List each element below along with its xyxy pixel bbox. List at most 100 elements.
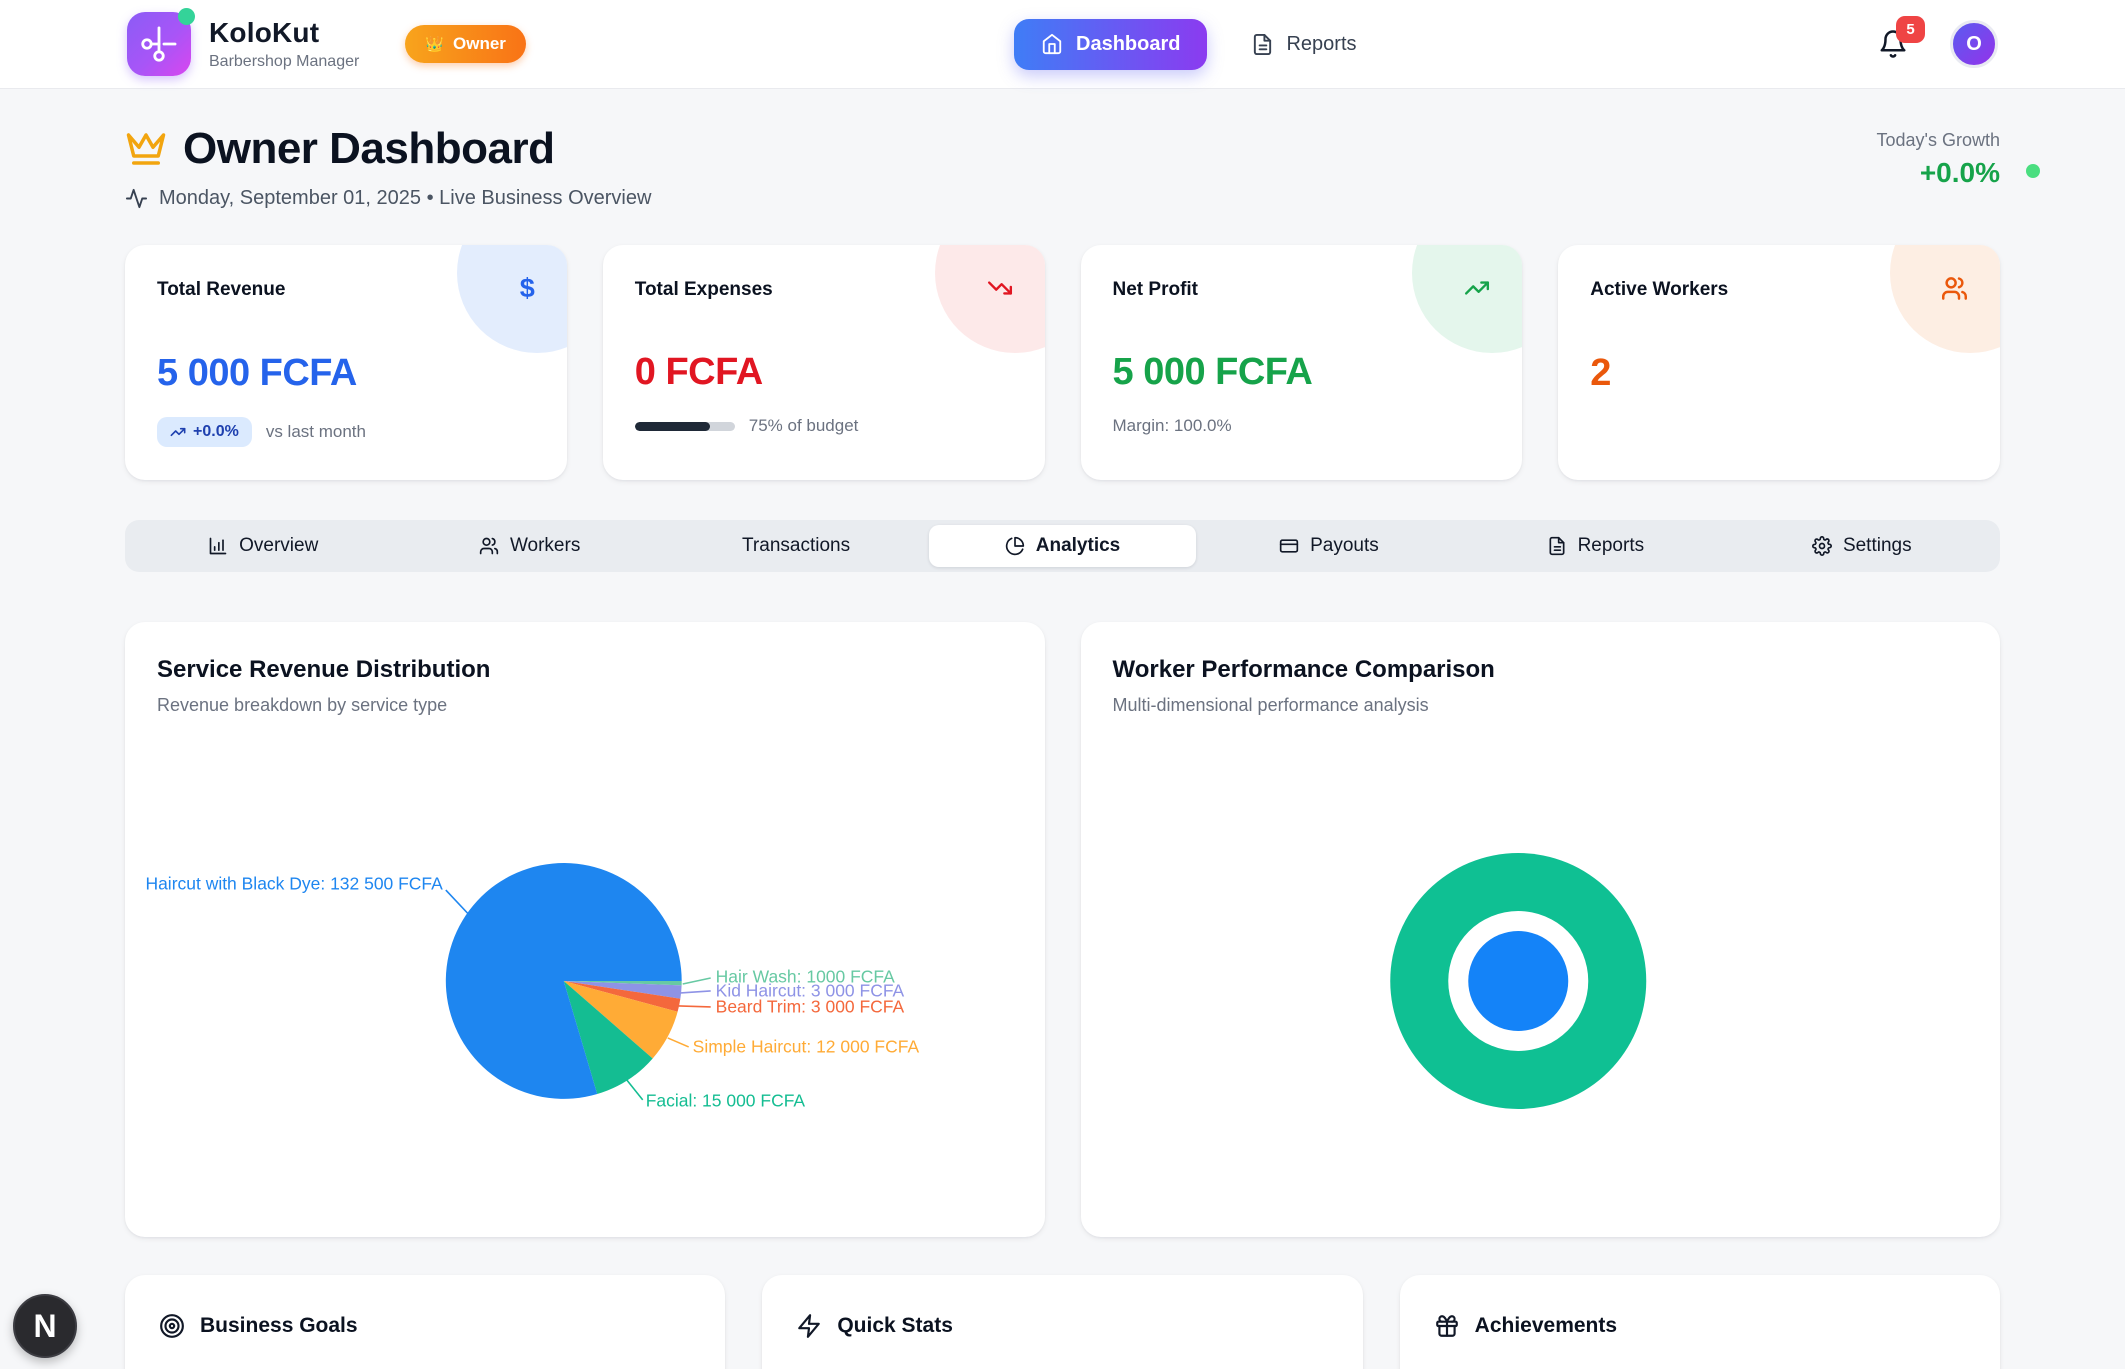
net-profit-card: Net Profit 5 000 FCFA Margin: 100.0% [1080, 245, 1523, 480]
stat-title: Total Revenue [157, 279, 286, 300]
pie-slice-kid-haircut[interactable] [563, 980, 682, 999]
main-nav: Dashboard Reports [1014, 0, 1357, 88]
trending-down-icon [987, 281, 1012, 295]
owner-role-badge: 👑 Owner [405, 25, 526, 63]
trending-up-icon [170, 427, 186, 437]
page-header: Owner Dashboard Monday, September 01, 20… [125, 124, 2040, 210]
pie-label-leader-line [667, 1037, 690, 1048]
pie-chart-icon [1005, 536, 1024, 556]
users-icon [1942, 277, 1967, 300]
tab-transactions[interactable]: Transactions [742, 535, 851, 556]
target-icon [160, 1314, 184, 1338]
user-avatar[interactable]: O [1950, 20, 1998, 68]
pie-label-leader-line [445, 889, 478, 924]
pie-slice-facial[interactable] [563, 980, 653, 1095]
date-line: Monday, September 01, 2025 • Live Busine… [159, 187, 652, 209]
home-icon [1042, 33, 1062, 55]
quick-stats-title: Quick Stats [837, 1314, 953, 1337]
budget-progress-fill [634, 421, 710, 431]
pie-chart-title: Service Revenue Distribution [157, 656, 491, 683]
todays-growth: Today's Growth +0.0% [1876, 130, 2040, 210]
stat-note: Margin: 100.0% [1112, 416, 1232, 435]
file-text-icon [1254, 33, 1272, 55]
pie-chart-subtitle: Revenue breakdown by service type [157, 695, 448, 715]
total-expenses-card: Total Expenses 0 FCFA 75% of budget [602, 245, 1045, 480]
tab-analytics[interactable]: Analytics [929, 525, 1196, 567]
pie-slice-label: Haircut with Black Dye: 132 500 FCFA [145, 874, 443, 894]
owner-role-label: Owner [453, 34, 506, 53]
app-logo [127, 8, 195, 76]
dev-tools-floating-button[interactable]: N [13, 1294, 77, 1358]
gift-icon [1435, 1315, 1458, 1337]
polar-ring-inner-worker[interactable] [1467, 931, 1568, 1031]
stat-note: vs last month [265, 422, 366, 441]
dollar-icon: $ [519, 273, 535, 303]
stat-title: Total Expenses [634, 279, 773, 300]
pie-slice-simple-haircut[interactable] [563, 980, 678, 1059]
stat-title: Net Profit [1112, 279, 1199, 300]
nav-item-reports[interactable]: Reports [1251, 32, 1357, 56]
notification-count-badge: 5 [1896, 16, 1925, 43]
stat-value: 2 [1590, 352, 1611, 394]
nav-reports-label: Reports [1286, 32, 1357, 55]
tab-reports[interactable]: Reports [1462, 525, 1728, 567]
tab-payouts[interactable]: Payouts [1196, 525, 1462, 567]
budget-progress-bar [634, 421, 735, 431]
polar-chart-title: Worker Performance Comparison [1112, 656, 1495, 683]
growth-value: +0.0% [1919, 157, 2000, 188]
pie-slice-hair-wash[interactable] [563, 980, 682, 986]
tab-workers[interactable]: Workers [396, 525, 662, 567]
tab-overview[interactable]: Overview [130, 525, 396, 567]
tab-settings[interactable]: Settings [1729, 525, 1995, 567]
worker-performance-polar-chart[interactable] [1081, 622, 2001, 1237]
growth-pill: +0.0% [157, 417, 252, 447]
notifications-button[interactable]: 5 [1878, 16, 1925, 59]
pie-slice-label: Facial: 15 000 FCFA [646, 1091, 806, 1111]
nav-dashboard-label: Dashboard [1076, 32, 1181, 55]
online-status-dot [178, 8, 195, 25]
stat-value: 5 000 FCFA [1112, 351, 1313, 393]
pie-label-leader-line [680, 990, 711, 994]
quick-stats-card: Quick Stats [762, 1275, 1363, 1369]
nav-item-dashboard[interactable]: Dashboard [1014, 18, 1208, 70]
brand: KoloKut Barbershop Manager [127, 8, 359, 76]
trending-up-icon [1465, 281, 1490, 295]
achievements-title: Achievements [1474, 1314, 1618, 1337]
pie-slice-beard-trim[interactable] [563, 980, 681, 1012]
file-text-icon [1549, 536, 1565, 556]
growth-label: Today's Growth [1876, 130, 2001, 150]
pie-slice-haircut-with-black-dye[interactable] [445, 863, 682, 1099]
total-revenue-card: Total Revenue $ 5 000 FCFA +0.0% vs last… [125, 245, 567, 480]
pie-label-leader-line [626, 1079, 644, 1101]
stat-value: 0 FCFA [634, 351, 763, 393]
users-icon [479, 537, 499, 555]
business-goals-card: Business Goals [125, 1275, 726, 1369]
activity-icon [125, 188, 148, 209]
page-title: Owner Dashboard [183, 124, 555, 173]
growth-status-dot [2026, 164, 2040, 178]
polar-chart-subtitle: Multi-dimensional performance analysis [1112, 695, 1429, 715]
gear-icon [1812, 536, 1832, 556]
crown-emoji-icon: 👑 [425, 36, 444, 53]
business-goals-title: Business Goals [200, 1314, 358, 1337]
credit-card-icon [1279, 539, 1299, 553]
service-revenue-card: Service Revenue Distribution Revenue bre… [125, 622, 1045, 1237]
stat-value: 5 000 FCFA [157, 352, 357, 394]
active-workers-card: Active Workers 2 [1558, 245, 2000, 480]
bell-icon [1880, 30, 1906, 58]
brand-name: KoloKut [209, 17, 320, 48]
pie-slice-label: Simple Haircut: 12 000 FCFA [693, 1037, 920, 1057]
stat-note: 75% of budget [748, 416, 859, 435]
dashboard-tabbar: Overview Workers Transactions Analytics … [125, 520, 2000, 572]
stats-row: Total Revenue $ 5 000 FCFA +0.0% vs last… [125, 245, 2000, 480]
top-navbar: KoloKut Barbershop Manager 👑 Owner Dashb… [0, 0, 2125, 89]
crown-icon [126, 133, 166, 165]
stat-title: Active Workers [1590, 279, 1729, 300]
pie-label-leader-line [682, 977, 711, 985]
pie-label-leader-line [678, 1005, 711, 1008]
pie-slice-label: Kid Haircut: 3 000 FCFA [716, 981, 905, 1001]
pie-slice-label: Beard Trim: 3 000 FCFA [716, 997, 905, 1017]
worker-performance-card: Worker Performance Comparison Multi-dime… [1080, 622, 2001, 1237]
zap-icon [798, 1314, 821, 1338]
